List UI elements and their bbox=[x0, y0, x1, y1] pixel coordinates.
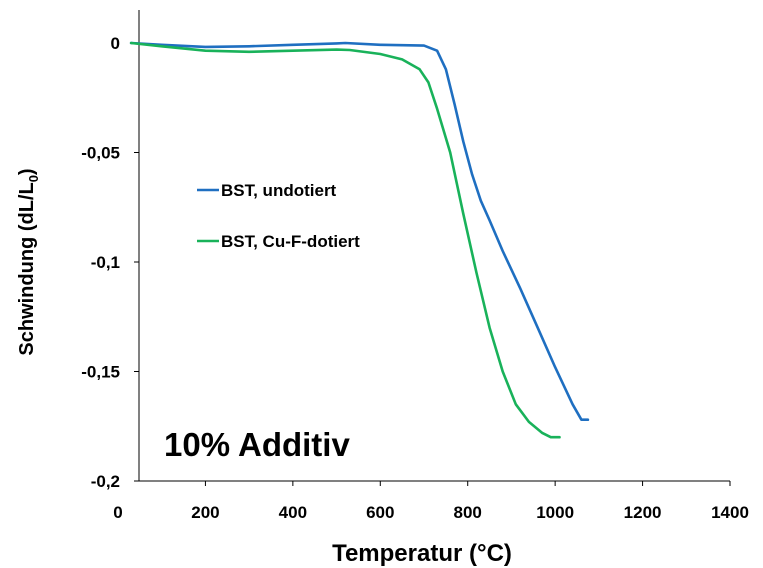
x-tick-label: 400 bbox=[279, 503, 307, 522]
x-tick-label: 1400 bbox=[711, 503, 749, 522]
y-axis-title-sub: 0 bbox=[26, 175, 41, 182]
series-line-2 bbox=[129, 41, 561, 439]
y-ticks: 0 -0,05 -0,1 -0,15 -0,2 bbox=[81, 34, 139, 491]
axes bbox=[138, 10, 730, 482]
x-axis-title-text: Temperatur (°C) bbox=[332, 540, 512, 567]
x-tick-label: 1000 bbox=[536, 503, 574, 522]
y-tick-label: -0,05 bbox=[81, 144, 120, 163]
y-axis-title: Schwindung (dL/L0) bbox=[16, 168, 41, 355]
series-line-1 bbox=[129, 41, 590, 422]
y-axis-title-close: ) bbox=[16, 168, 38, 175]
x-tick-label: 200 bbox=[191, 503, 219, 522]
x-tick-label: 0 bbox=[113, 503, 122, 522]
legend-label-1: BST, undotiert bbox=[221, 181, 337, 200]
legend-label-2: BST, Cu-F-dotiert bbox=[221, 232, 360, 251]
x-tick-label: 600 bbox=[366, 503, 394, 522]
series-layer bbox=[129, 41, 590, 439]
annotation-label: 10% Additiv bbox=[164, 426, 350, 463]
legend: BST, undotiert BST, Cu-F-dotiert bbox=[197, 181, 360, 251]
x-tick-label: 1200 bbox=[624, 503, 662, 522]
x-axis-title: Temperatur (°C) bbox=[332, 540, 512, 567]
x-ticks: 0 200 400 600 800 1000 1200 1400 bbox=[113, 481, 749, 522]
x-tick-label: 800 bbox=[454, 503, 482, 522]
y-tick-label: 0 bbox=[111, 34, 120, 53]
y-tick-label: -0,15 bbox=[81, 363, 120, 382]
y-tick-label: -0,1 bbox=[91, 253, 120, 272]
y-tick-label: -0,2 bbox=[91, 472, 120, 491]
y-axis-title-main: Schwindung (dL/L bbox=[16, 182, 38, 355]
